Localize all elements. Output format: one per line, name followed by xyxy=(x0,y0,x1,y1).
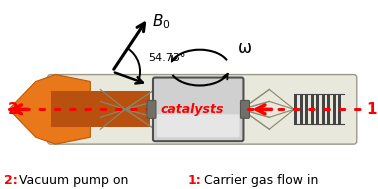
Bar xyxy=(327,94,330,124)
Bar xyxy=(51,91,150,127)
Bar xyxy=(333,94,336,124)
Bar xyxy=(338,94,341,124)
FancyBboxPatch shape xyxy=(153,77,243,141)
Bar xyxy=(300,94,303,124)
Text: catalysts: catalysts xyxy=(161,103,225,116)
FancyBboxPatch shape xyxy=(48,74,357,144)
Text: 54.73°: 54.73° xyxy=(148,53,185,63)
Polygon shape xyxy=(9,74,90,144)
Bar xyxy=(294,94,297,124)
FancyBboxPatch shape xyxy=(240,100,249,118)
FancyBboxPatch shape xyxy=(157,114,240,137)
Text: $B_0$: $B_0$ xyxy=(152,12,170,31)
Text: Vacuum pump on: Vacuum pump on xyxy=(15,174,128,187)
Text: 1:: 1: xyxy=(188,174,201,187)
Text: 2: 2 xyxy=(8,102,18,117)
Text: ω: ω xyxy=(237,39,251,57)
Text: 1: 1 xyxy=(366,102,377,117)
Text: Carrier gas flow in: Carrier gas flow in xyxy=(200,174,318,187)
Bar xyxy=(311,94,314,124)
Bar xyxy=(305,94,308,124)
FancyBboxPatch shape xyxy=(147,100,156,118)
Text: 2:: 2: xyxy=(4,174,18,187)
Bar xyxy=(316,94,319,124)
Bar xyxy=(322,94,325,124)
